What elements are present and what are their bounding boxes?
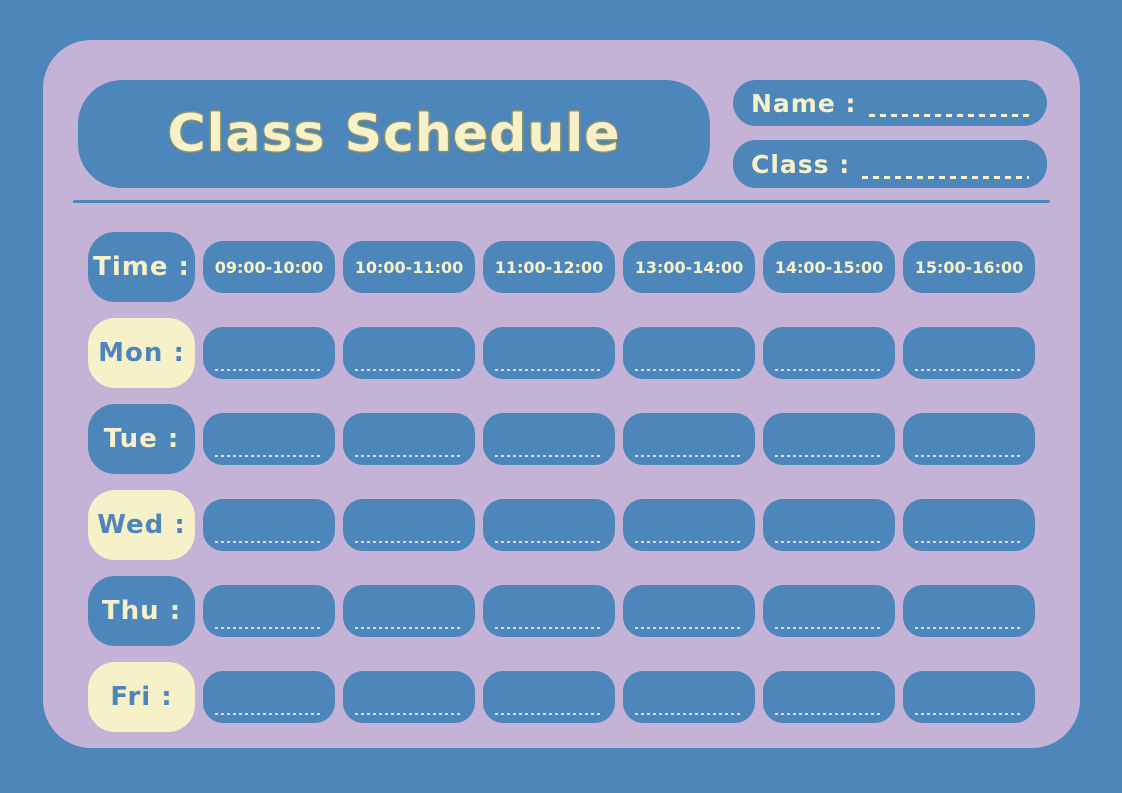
- time-slot-3: 11:00-12:00: [483, 241, 615, 293]
- cell-write-line: [914, 627, 1024, 629]
- divider-line: [73, 200, 1050, 203]
- cell-wed-slot1[interactable]: [203, 499, 335, 551]
- day-label-mon: Mon :: [88, 318, 195, 388]
- time-slot-6: 15:00-16:00: [903, 241, 1035, 293]
- cell-mon-slot2[interactable]: [343, 327, 475, 379]
- cell-write-line: [214, 713, 324, 715]
- cell-thu-slot2[interactable]: [343, 585, 475, 637]
- cell-thu-slot4[interactable]: [623, 585, 755, 637]
- cell-fri-slot3[interactable]: [483, 671, 615, 723]
- time-slot-2: 10:00-11:00: [343, 241, 475, 293]
- cell-write-line: [914, 541, 1024, 543]
- cell-thu-slot6[interactable]: [903, 585, 1035, 637]
- name-label: Name :: [751, 88, 857, 118]
- cell-wed-slot5[interactable]: [763, 499, 895, 551]
- schedule-grid: Time :09:00-10:00 10:00-11:00 11:00-12:00 1…: [88, 232, 1035, 732]
- cell-tue-slot5[interactable]: [763, 413, 895, 465]
- cell-write-line: [214, 455, 324, 457]
- cell-write-line: [634, 541, 744, 543]
- time-slot-4: 13:00-14:00: [623, 241, 755, 293]
- day-label-fri: Fri :: [88, 662, 195, 732]
- cell-fri-slot5[interactable]: [763, 671, 895, 723]
- cell-write-line: [354, 627, 464, 629]
- cell-tue-slot1[interactable]: [203, 413, 335, 465]
- cell-mon-slot4[interactable]: [623, 327, 755, 379]
- cell-write-line: [494, 369, 604, 371]
- cell-write-line: [494, 541, 604, 543]
- day-label-thu: Thu :: [88, 576, 195, 646]
- cell-write-line: [634, 455, 744, 457]
- cell-tue-slot3[interactable]: [483, 413, 615, 465]
- cell-fri-slot2[interactable]: [343, 671, 475, 723]
- cell-write-line: [634, 369, 744, 371]
- cell-thu-slot3[interactable]: [483, 585, 615, 637]
- cell-mon-slot5[interactable]: [763, 327, 895, 379]
- cell-mon-slot3[interactable]: [483, 327, 615, 379]
- cell-write-line: [634, 627, 744, 629]
- class-field[interactable]: Class :: [733, 140, 1047, 188]
- title-banner: Class Schedule: [78, 80, 710, 188]
- class-label: Class :: [751, 149, 851, 179]
- cell-write-line: [774, 627, 884, 629]
- cell-write-line: [354, 369, 464, 371]
- cell-write-line: [774, 713, 884, 715]
- class-write-line[interactable]: [862, 176, 1029, 179]
- cell-fri-slot6[interactable]: [903, 671, 1035, 723]
- schedule-panel: Class Schedule Name : Class : Time :09:0…: [43, 40, 1080, 748]
- cell-wed-slot4[interactable]: [623, 499, 755, 551]
- cell-mon-slot6[interactable]: [903, 327, 1035, 379]
- cell-thu-slot1[interactable]: [203, 585, 335, 637]
- cell-write-line: [914, 455, 1024, 457]
- cell-write-line: [774, 369, 884, 371]
- cell-write-line: [914, 369, 1024, 371]
- cell-write-line: [634, 713, 744, 715]
- day-label-wed: Wed :: [88, 490, 195, 560]
- cell-fri-slot1[interactable]: [203, 671, 335, 723]
- cell-write-line: [494, 455, 604, 457]
- cell-mon-slot1[interactable]: [203, 327, 335, 379]
- time-header-label: Time :: [88, 232, 195, 302]
- cell-wed-slot6[interactable]: [903, 499, 1035, 551]
- cell-write-line: [354, 455, 464, 457]
- name-field[interactable]: Name :: [733, 80, 1047, 126]
- time-slot-5: 14:00-15:00: [763, 241, 895, 293]
- cell-write-line: [774, 541, 884, 543]
- cell-write-line: [354, 541, 464, 543]
- cell-fri-slot4[interactable]: [623, 671, 755, 723]
- cell-write-line: [494, 713, 604, 715]
- name-write-line[interactable]: [868, 114, 1029, 117]
- cell-write-line: [214, 369, 324, 371]
- cell-tue-slot2[interactable]: [343, 413, 475, 465]
- cell-tue-slot4[interactable]: [623, 413, 755, 465]
- day-label-tue: Tue :: [88, 404, 195, 474]
- time-slot-1: 09:00-10:00: [203, 241, 335, 293]
- cell-write-line: [494, 627, 604, 629]
- cell-wed-slot2[interactable]: [343, 499, 475, 551]
- cell-wed-slot3[interactable]: [483, 499, 615, 551]
- cell-write-line: [774, 455, 884, 457]
- cell-write-line: [214, 541, 324, 543]
- cell-write-line: [214, 627, 324, 629]
- cell-thu-slot5[interactable]: [763, 585, 895, 637]
- cell-tue-slot6[interactable]: [903, 413, 1035, 465]
- cell-write-line: [354, 713, 464, 715]
- page-title: Class Schedule: [167, 104, 621, 164]
- cell-write-line: [914, 713, 1024, 715]
